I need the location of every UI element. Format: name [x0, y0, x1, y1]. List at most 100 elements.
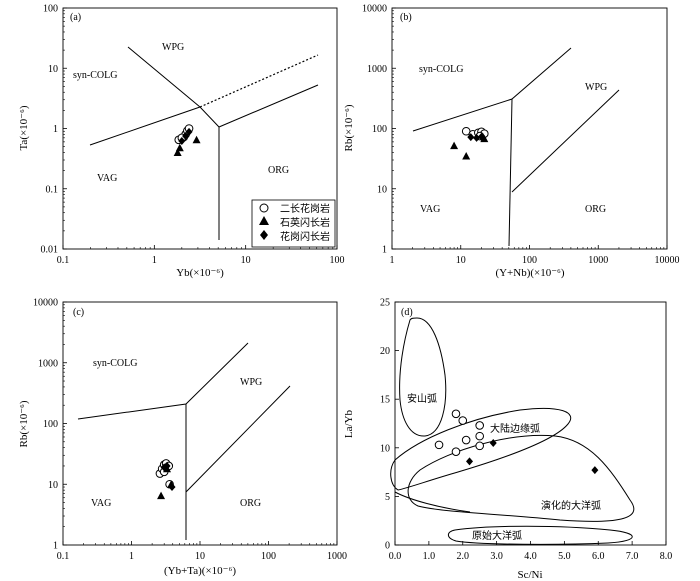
data-point-diamond — [467, 133, 475, 142]
field-label: 大陆边缘弧 — [490, 422, 540, 435]
x-tick-label: 1 — [152, 255, 157, 266]
field-label: 原始大洋弧 — [472, 529, 522, 542]
field-label: syn-COLG — [93, 358, 137, 369]
panel-a-points — [173, 124, 201, 156]
y-tick-label: 100 — [43, 4, 58, 15]
x-tick-label: 0.1 — [57, 255, 70, 266]
x-tick-label: 6.0 — [592, 551, 605, 562]
y-tick-label: 1000 — [38, 358, 58, 369]
panel-b-axes: 1 10 100 1000 10000 1 10 100 1000 10000 — [362, 4, 680, 267]
y-tick-label: 0 — [385, 541, 390, 552]
data-point-circle — [475, 431, 484, 441]
y-axis-label: Ta(×10⁻⁶) — [18, 105, 30, 150]
data-point-circle — [475, 441, 484, 451]
field-label: 安山弧 — [407, 392, 437, 405]
legend-marker-triangle — [259, 216, 269, 225]
x-tick-label: 100 — [330, 255, 345, 266]
x-tick-label: 1000 — [327, 551, 347, 562]
data-point-diamond — [178, 137, 186, 146]
field-label: ORG — [585, 204, 606, 215]
x-tick-label: 1 — [129, 551, 134, 562]
panel-d-points — [434, 409, 599, 475]
panel-c-boundaries — [77, 342, 291, 540]
legend-label: 花岗闪长岩 — [280, 230, 330, 243]
x-axis-label: Sc/Ni — [517, 569, 542, 581]
field-label: 演化的大洋弧 — [541, 499, 601, 512]
y-tick-label: 25 — [380, 298, 390, 309]
field-label: WPG — [585, 82, 607, 93]
data-point-diamond — [466, 457, 474, 466]
data-point-triangle — [450, 141, 459, 150]
x-axis-label: (Y+Nb)(×10⁻⁶) — [495, 267, 564, 279]
y-tick-label: 0.1 — [46, 184, 59, 195]
y-axis-label: La/Yb — [343, 409, 355, 438]
x-tick-label: 4.0 — [524, 551, 537, 562]
x-tick-label: 1 — [390, 255, 395, 266]
y-tick-label: 10000 — [362, 4, 387, 15]
y-tick-label: 10 — [48, 480, 58, 491]
x-tick-label: 3.0 — [490, 551, 503, 562]
data-point-circle — [434, 440, 444, 450]
panel-b: (b) 1 10 100 1000 10000 1 10 100 1000 10000 syn-C… — [343, 4, 680, 280]
panel-c-points — [155, 459, 176, 500]
y-tick-label: 10 — [380, 443, 390, 454]
y-axis-label: Rb(×10⁻⁶) — [18, 400, 30, 447]
data-point-diamond — [182, 132, 190, 141]
y-tick-label: 10 — [377, 184, 387, 195]
panel-d: (d) 0.0 1.0 2.0 3.0 4.0 5.0 6.0 7.0 8.0 0 5 10 15 20 2… — [343, 298, 672, 581]
data-point-triangle — [462, 151, 471, 160]
panel-c-label: (c) — [73, 307, 84, 318]
field-label: syn-COLG — [73, 70, 117, 81]
data-point-diamond — [168, 483, 176, 492]
y-tick-label: 5 — [385, 492, 390, 503]
legend: 二长花岗岩 石英闪长岩 花岗闪长岩 — [251, 199, 336, 248]
x-axis-label: Yb(×10⁻⁶) — [176, 267, 224, 279]
x-tick-label: 10 — [195, 551, 205, 562]
x-tick-label: 0.1 — [57, 551, 70, 562]
field-label: WPG — [240, 377, 262, 388]
field-continental-margin-arc — [390, 407, 572, 491]
data-point-triangle — [173, 148, 182, 156]
y-tick-label: 20 — [380, 346, 390, 357]
data-point-triangle — [175, 143, 184, 152]
x-tick-label: 10 — [241, 255, 251, 266]
data-point-circle — [475, 421, 484, 430]
panel-d-axes: 0.0 1.0 2.0 3.0 4.0 5.0 6.0 7.0 8.0 0 5 10 15 20 25 — [380, 298, 672, 563]
y-tick-label: 10000 — [33, 298, 58, 309]
x-tick-label: 2.0 — [457, 551, 470, 562]
x-tick-label: 5.0 — [558, 551, 571, 562]
y-tick-label: 1000 — [367, 64, 387, 75]
x-tick-label: 10000 — [655, 255, 680, 266]
panel-d-label: (d) — [401, 307, 413, 318]
panel-b-label: (b) — [400, 12, 412, 23]
y-axis-label: Rb(×10⁻⁶) — [343, 104, 355, 151]
panel-b-points — [450, 126, 489, 160]
y-tick-label: 1 — [382, 245, 387, 256]
x-tick-label: 10 — [456, 255, 466, 266]
y-tick-label: 100 — [43, 419, 58, 430]
x-axis-label: (Yb+Ta)(×10⁻⁶) — [164, 565, 236, 577]
y-tick-label: 10 — [48, 64, 58, 75]
data-point-triangle — [480, 134, 489, 143]
x-tick-label: 1.0 — [423, 551, 436, 562]
field-label: ORG — [268, 165, 289, 176]
y-tick-label: 100 — [372, 124, 387, 135]
x-tick-label: 100 — [261, 551, 276, 562]
legend-label: 石英闪长岩 — [280, 216, 330, 229]
field-label: VAG — [97, 173, 117, 184]
x-tick-label: 8.0 — [660, 551, 673, 562]
field-label: VAG — [91, 498, 111, 509]
panel-a-boundaries — [89, 46, 319, 240]
field-label: ORG — [240, 498, 261, 509]
data-point-triangle — [157, 491, 166, 500]
legend-marker-circle — [259, 203, 269, 213]
x-tick-label: 100 — [522, 255, 537, 266]
field-label: syn-COLG — [419, 64, 463, 75]
field-primitive-oceanic-arc — [447, 525, 633, 545]
y-tick-label: 1 — [53, 541, 58, 552]
data-point-diamond — [163, 461, 171, 470]
data-point-circle — [451, 447, 461, 456]
